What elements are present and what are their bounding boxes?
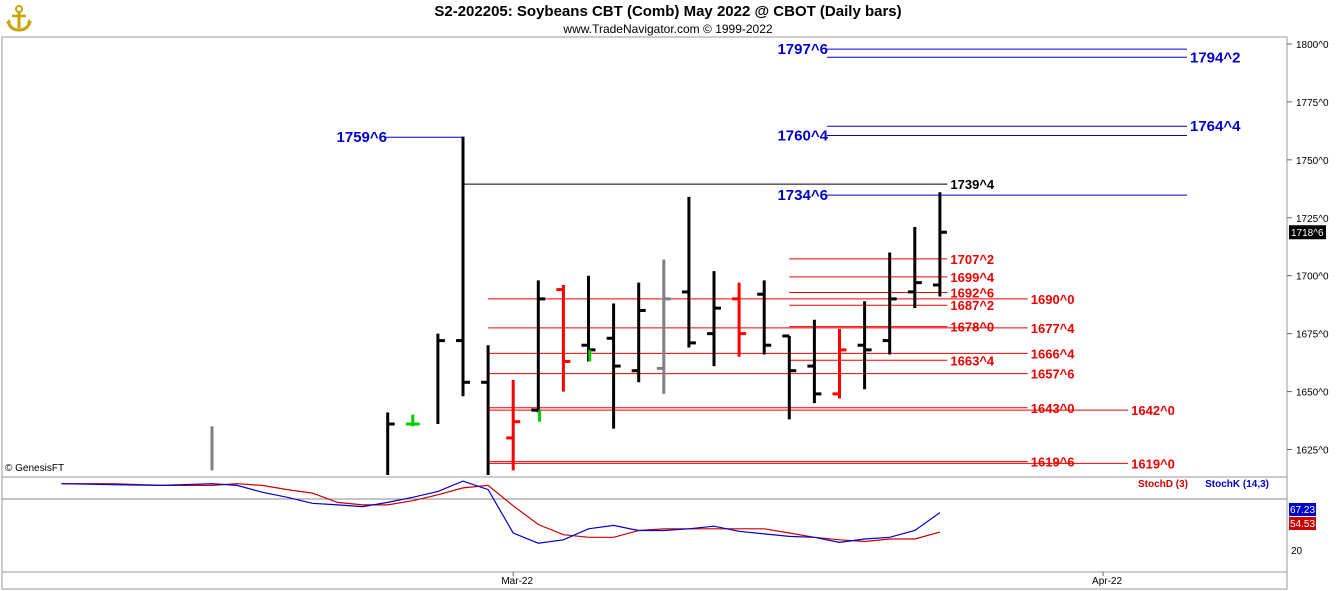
price-bar [506,379,521,471]
stoch-k-last-box [1289,503,1316,516]
price-bar [656,259,671,394]
price-bar [857,301,872,390]
level-label: 1642^0 [1131,403,1175,418]
price-bar [807,319,822,404]
stoch-d-last-label: 54.53 [1290,519,1315,530]
price-bar [481,345,490,475]
level-label: 1707^2 [950,252,994,267]
price-bar [732,282,747,357]
level-label: 1734^6 [777,187,827,204]
level-label: 1619^0 [1131,456,1175,471]
level-label: 1699^4 [950,270,995,285]
stoch-tick-20: 20 [1291,546,1303,557]
price-bar [556,284,571,392]
level-label: 1794^2 [1190,49,1240,66]
stoch-line-k [61,480,941,544]
level-label: 1657^6 [1031,367,1075,382]
level-label: 1643^0 [1031,401,1075,416]
stoch-legend-k: StochK (14,3) [1205,479,1269,490]
level-label: 1619^6 [1031,455,1075,470]
price-bar [932,192,947,297]
price-bar [436,333,445,425]
level-label: 1760^4 [777,127,828,144]
price-bar [631,282,646,383]
price-bar [581,275,596,362]
x-tick-label: Mar-22 [501,576,533,587]
anchor-logo-icon [4,3,34,33]
last-price-label: 1718^6 [1291,228,1324,239]
x-tick-label: Apr-22 [1092,576,1122,587]
level-label: 1764^4 [1190,118,1241,135]
y-tick-label: 1625^0 [1296,446,1329,457]
y-tick-label: 1725^0 [1296,214,1329,225]
price-bar [531,280,546,413]
copyright-label: © GenesisFT [5,463,65,474]
level-label: 1666^4 [1031,346,1076,361]
level-label: 1739^4 [950,177,995,192]
price-bar [707,271,721,367]
price-bar [907,227,922,309]
y-tick-label: 1750^0 [1296,156,1329,167]
level-label: 1677^4 [1031,321,1076,336]
last-price-box [1289,225,1326,240]
level-label: 1797^6 [777,41,827,58]
price-bar [681,196,696,348]
chart-subtitle: www.TradeNavigator.com © 1999-2022 [563,22,773,36]
stoch-line-d [61,483,941,543]
y-tick-label: 1775^0 [1296,98,1329,109]
price-bar [782,334,797,420]
y-tick-label: 1700^0 [1296,272,1329,283]
y-tick-label: 1800^0 [1296,40,1329,51]
stoch-d-last-box [1289,517,1316,530]
price-bar [405,414,420,427]
level-label: 1690^0 [1031,292,1075,307]
stoch-legend-d: StochD (3) [1138,479,1188,490]
plot-frame [1,36,1288,590]
stoch-k-last-label: 67.23 [1290,505,1315,516]
level-label: 1759^6 [337,129,387,146]
price-bar [832,329,847,399]
chart-title: S2-202205: Soybeans CBT (Comb) May 2022 … [434,3,902,20]
level-label: 1692^6 [950,286,994,301]
y-tick-label: 1650^0 [1296,388,1329,399]
price-bar [757,280,772,355]
price-bar [456,136,470,397]
level-label: 1678^0 [950,320,994,335]
level-label: 1663^4 [950,353,995,368]
price-bar [386,412,395,475]
level-label: 1687^2 [950,298,994,313]
y-tick-label: 1675^0 [1296,330,1329,341]
price-bar [882,252,897,355]
price-bar [606,303,621,429]
